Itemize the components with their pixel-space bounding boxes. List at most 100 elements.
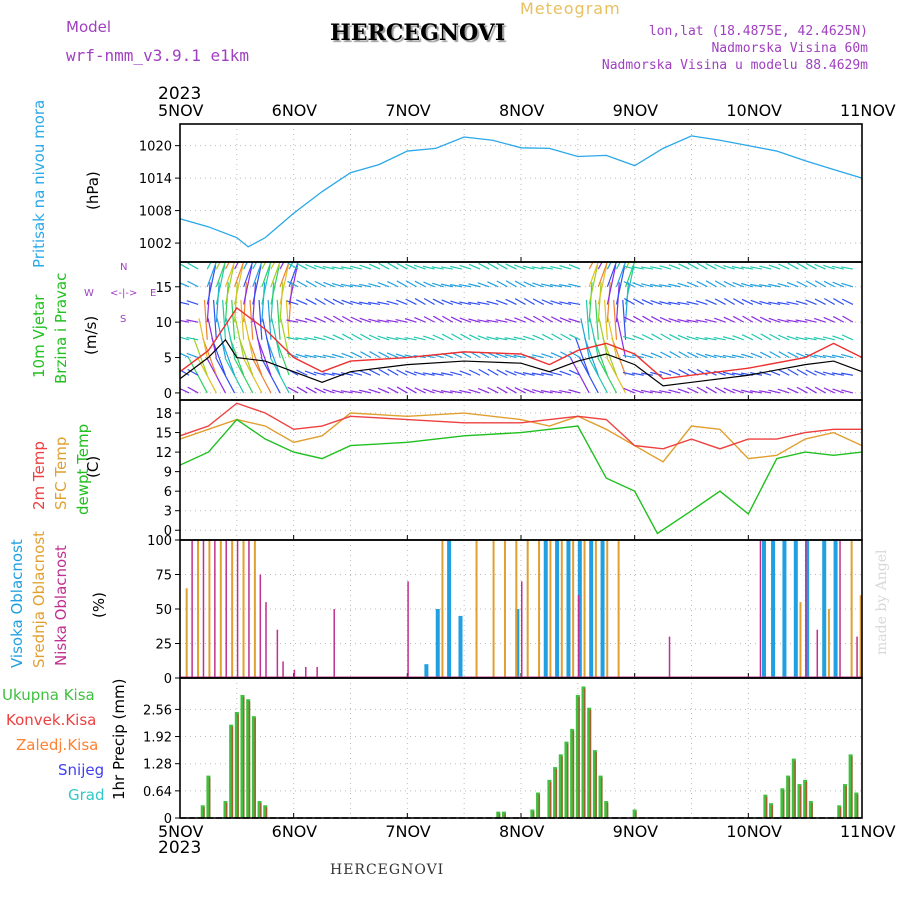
cloud-bar-low <box>248 540 250 678</box>
compass-icon: N S W E <-|-> <box>84 262 157 325</box>
wind-arrow <box>386 319 399 323</box>
wind-arrow <box>432 315 445 323</box>
precip-bar-total <box>564 741 569 818</box>
wind-arrow <box>431 389 444 394</box>
wind-arrow <box>314 316 326 323</box>
wind-arrow <box>723 316 735 323</box>
wind-arrow <box>677 388 690 394</box>
wind-arrow <box>705 263 717 270</box>
wind-arrow <box>569 351 581 359</box>
wind-arrow <box>777 282 790 288</box>
wind-arrow <box>314 297 326 305</box>
x-tick-label-bottom: 6NOV <box>272 822 317 841</box>
wind-arrow <box>631 266 644 270</box>
wind-arrow <box>532 389 544 394</box>
wind-arrow <box>351 333 363 341</box>
y-tick-label: 0 <box>164 387 172 402</box>
wind-arrow <box>686 319 699 323</box>
precip-bar-total <box>808 801 813 818</box>
wind-arrow <box>215 262 227 287</box>
cloud-bar-mid <box>827 609 830 678</box>
precip-bar-total <box>234 711 239 818</box>
cloud-bar-high <box>793 540 798 678</box>
wind-arrow <box>322 372 335 376</box>
wind-arrow <box>350 371 363 376</box>
wind-arrow <box>606 265 617 305</box>
cloud-bar-mid <box>492 540 495 678</box>
wind-arrow <box>607 318 618 358</box>
wind-arrow <box>396 262 408 270</box>
precip-bar-total <box>206 775 211 818</box>
wind-arrow <box>696 262 708 270</box>
wind-arrow <box>823 387 835 394</box>
wind-arrow <box>279 262 290 287</box>
wind-arrow <box>224 262 236 287</box>
coords-label: lon,lat (18.4875E, 42.4625N) <box>648 24 868 39</box>
wind-arrow <box>468 301 481 306</box>
wind-arrow <box>359 264 372 270</box>
wind-arrow <box>597 265 608 305</box>
wind-arrow <box>624 282 629 323</box>
wind-arrow <box>660 333 672 341</box>
wind-arrow <box>668 264 681 270</box>
precip-bar-total <box>223 801 228 818</box>
cloud-bar-mid <box>185 588 188 678</box>
wind-arrow <box>249 299 254 340</box>
wind-arrow <box>669 333 681 341</box>
wind-arrow <box>295 337 308 341</box>
wind-arrow <box>777 301 790 306</box>
wind-arrow <box>559 265 572 270</box>
wind-arrow <box>659 265 672 270</box>
wind-arrow <box>305 280 317 288</box>
precip-bar-conv <box>805 781 808 818</box>
model-altitude-label: Nadmorska Visina u modelu 88.4629m <box>601 58 868 73</box>
wind-arrow <box>606 282 611 323</box>
wind-arrow <box>660 351 672 359</box>
wind-arrow <box>252 262 263 287</box>
precip-bar-total <box>501 811 506 818</box>
wind-arrow <box>805 386 817 394</box>
wind-arrow <box>560 333 572 341</box>
wind-arrow <box>387 368 399 376</box>
wind-arrow <box>750 266 763 270</box>
y-tick-label: 0.64 <box>143 785 172 800</box>
wind-arrow <box>606 262 618 287</box>
wind-arrow <box>622 354 635 359</box>
precip-bar-total <box>837 805 842 818</box>
wind-arrow <box>270 265 280 305</box>
wind-arrow <box>487 262 499 270</box>
wind-arrow <box>813 354 826 359</box>
precip-bar-conv <box>765 796 768 818</box>
wind-arrow <box>523 316 535 323</box>
wind-arrow <box>313 336 326 341</box>
wind-arrow <box>832 316 845 323</box>
precip-bar-conv <box>799 786 802 818</box>
wind-arrow <box>478 262 490 270</box>
wind-arrow <box>832 281 845 288</box>
precip-bar-total <box>632 809 637 818</box>
cloud-bar-high <box>555 540 560 678</box>
wind-arrow <box>413 264 426 270</box>
precip-bar-total <box>553 767 558 818</box>
wind-arrow <box>495 299 508 306</box>
wind-arrow <box>414 280 426 288</box>
wind-arrow <box>805 280 817 288</box>
cloud-bar-high <box>822 540 827 678</box>
wind-arrow <box>332 315 344 323</box>
cloud-bar-mid <box>594 540 597 678</box>
wind-arrow <box>823 280 835 288</box>
wind-arrow <box>477 335 490 341</box>
cloud-bar-low <box>225 540 227 678</box>
wind-arrow <box>597 262 603 270</box>
wind-arrow <box>304 337 317 341</box>
cloud-bar-high <box>589 540 594 678</box>
wind-arrow <box>478 368 490 376</box>
wind-arrow <box>349 390 362 394</box>
wind-arrow <box>187 280 199 288</box>
wind-arrow <box>313 354 326 359</box>
wind-arrow <box>777 318 790 323</box>
precip-bar-conv <box>532 811 535 818</box>
wind-arrow <box>441 299 454 306</box>
wind-arrow <box>180 339 181 340</box>
